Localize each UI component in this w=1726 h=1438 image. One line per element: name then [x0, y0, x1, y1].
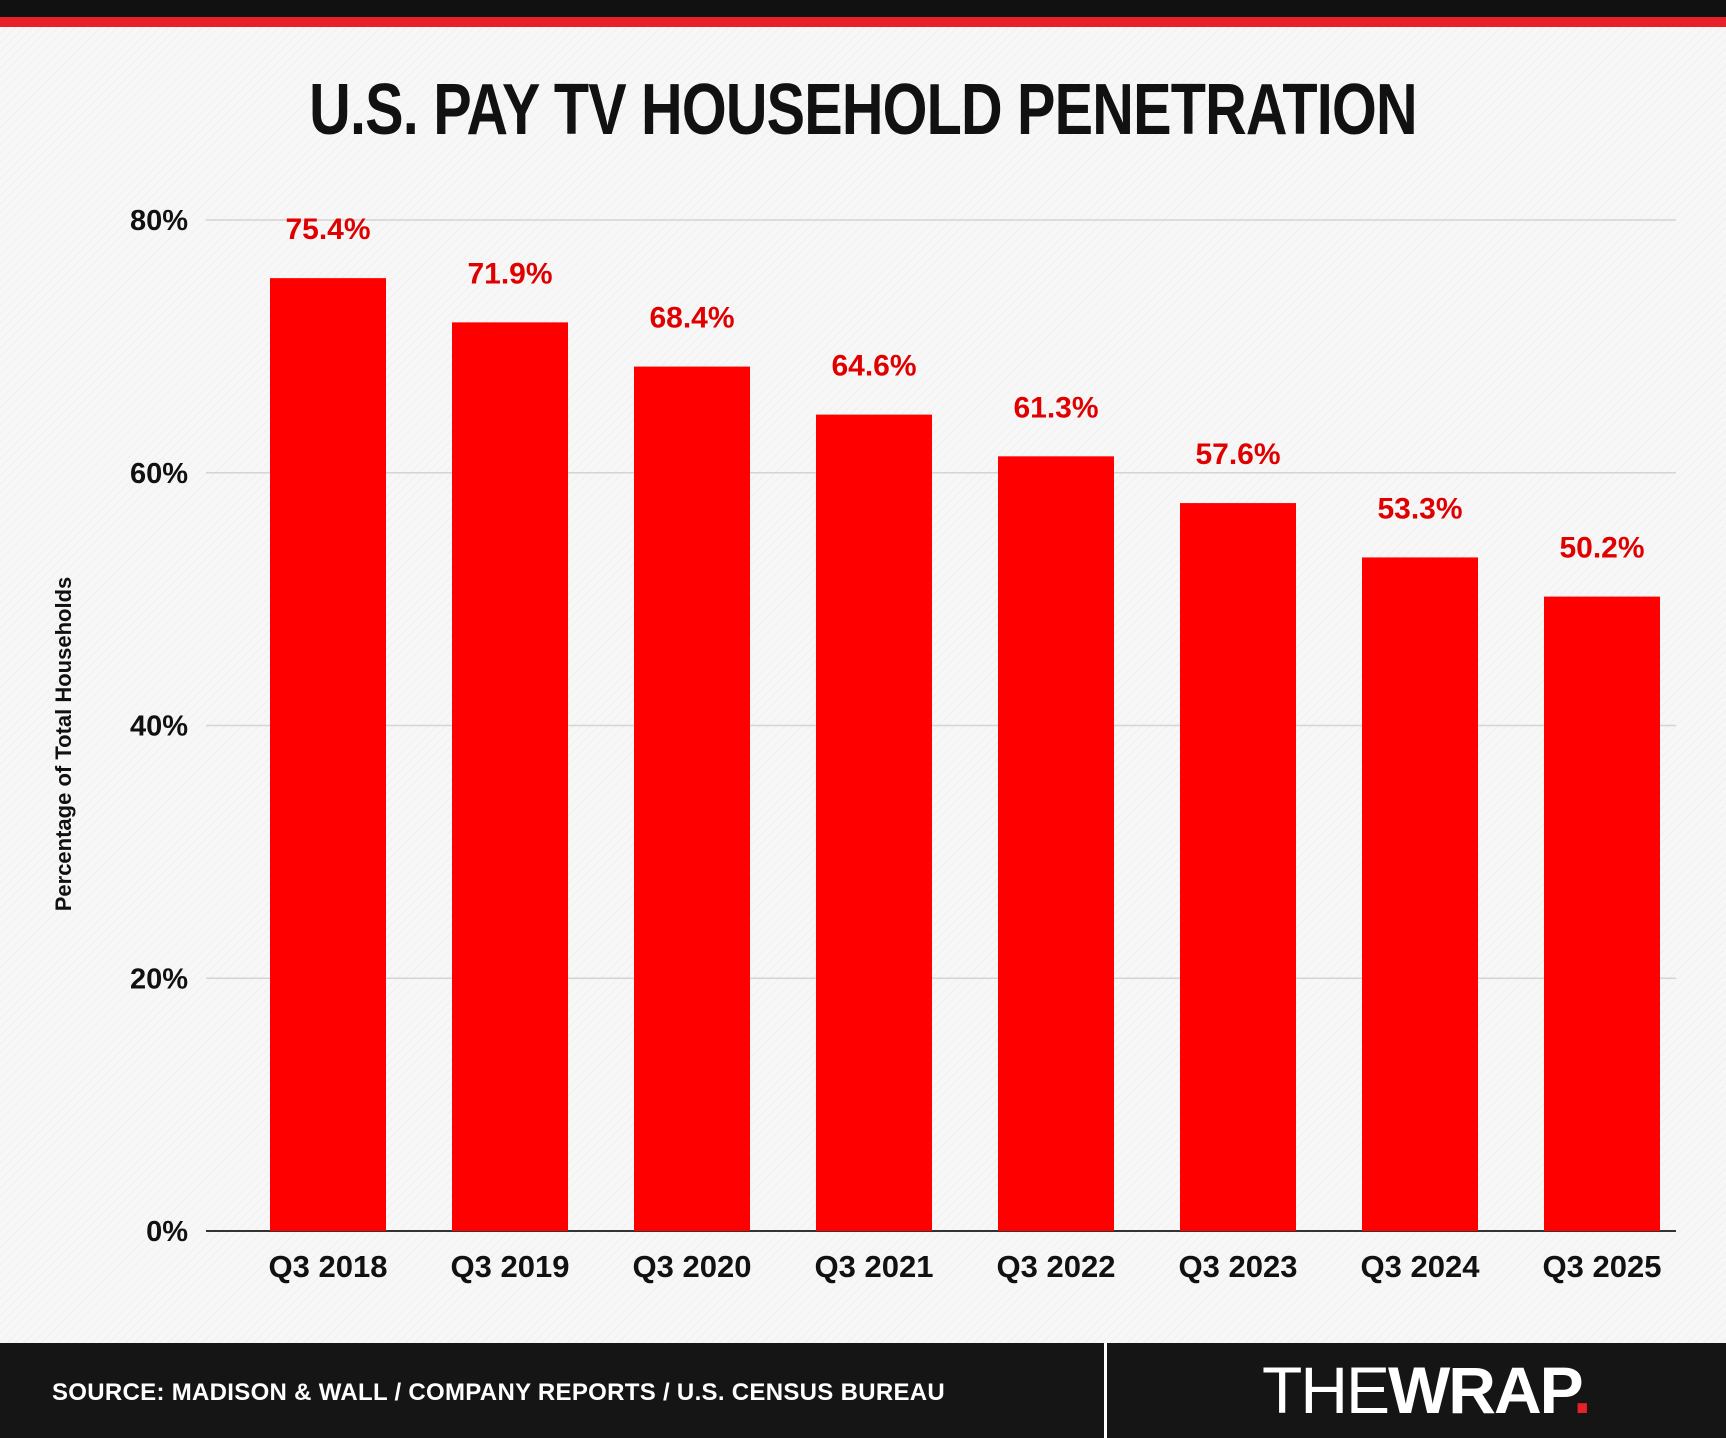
x-axis-ticks: Q3 2018 Q3 2019 Q3 2020 Q3 2021 Q3 2022 Q3 20… — [269, 1249, 1662, 1284]
data-labels: 75.4% 71.9% 68.4% 64.6% 61.3% 57.6% 53.3% 50.2% — [285, 213, 1644, 564]
x-tick-label: Q3 2018 — [269, 1249, 388, 1284]
source-note: SOURCE: MADISON & WALL / COMPANY REPORTS… — [52, 1379, 946, 1406]
data-label: 75.4% — [285, 213, 370, 246]
bar-chart: 0% 20% 40% 60% 80% 75.4% 71.9% 68.4% 64.6% 61.3%… — [130, 205, 1676, 1284]
top-bar-black — [0, 0, 1726, 17]
data-label: 53.3% — [1377, 492, 1462, 525]
y-tick-label: 60% — [130, 458, 188, 490]
y-axis-ticks: 0% 20% 40% 60% 80% — [130, 205, 188, 1248]
footer-divider — [1104, 1343, 1107, 1438]
top-bar-red — [0, 17, 1726, 27]
x-tick-label: Q3 2024 — [1361, 1249, 1481, 1284]
y-tick-label: 0% — [146, 1216, 188, 1248]
thewrap-logo: THEWRAP. — [1262, 1357, 1592, 1423]
bar — [816, 414, 932, 1231]
x-tick-label: Q3 2020 — [633, 1249, 752, 1284]
bar — [634, 366, 750, 1232]
y-tick-label: 40% — [130, 711, 188, 743]
x-tick-label: Q3 2021 — [815, 1249, 934, 1284]
data-label: 68.4% — [649, 302, 734, 335]
bar — [1180, 503, 1296, 1232]
logo-dot: . — [1573, 1353, 1591, 1427]
data-label: 57.6% — [1195, 438, 1280, 471]
y-tick-label: 80% — [130, 205, 188, 237]
x-tick-label: Q3 2019 — [451, 1249, 570, 1284]
logo-thin: THE — [1262, 1353, 1390, 1427]
bar — [270, 278, 386, 1231]
bar — [1362, 557, 1478, 1231]
data-label: 71.9% — [467, 257, 552, 290]
footer: SOURCE: MADISON & WALL / COMPANY REPORTS… — [0, 1343, 1726, 1438]
bar — [1544, 596, 1660, 1231]
x-tick-label: Q3 2025 — [1543, 1249, 1662, 1284]
chart-title: U.S. PAY TV HOUSEHOLD PENETRATION — [309, 70, 1417, 150]
x-tick-label: Q3 2022 — [997, 1249, 1116, 1284]
logo-bold: WRAP — [1388, 1353, 1575, 1427]
bar — [452, 322, 568, 1231]
data-label: 61.3% — [1013, 391, 1098, 424]
data-label: 50.2% — [1559, 532, 1644, 565]
bars — [270, 278, 1660, 1232]
data-label: 64.6% — [831, 350, 916, 383]
x-tick-label: Q3 2023 — [1179, 1249, 1298, 1284]
y-tick-label: 20% — [130, 963, 188, 995]
bar — [998, 456, 1114, 1231]
